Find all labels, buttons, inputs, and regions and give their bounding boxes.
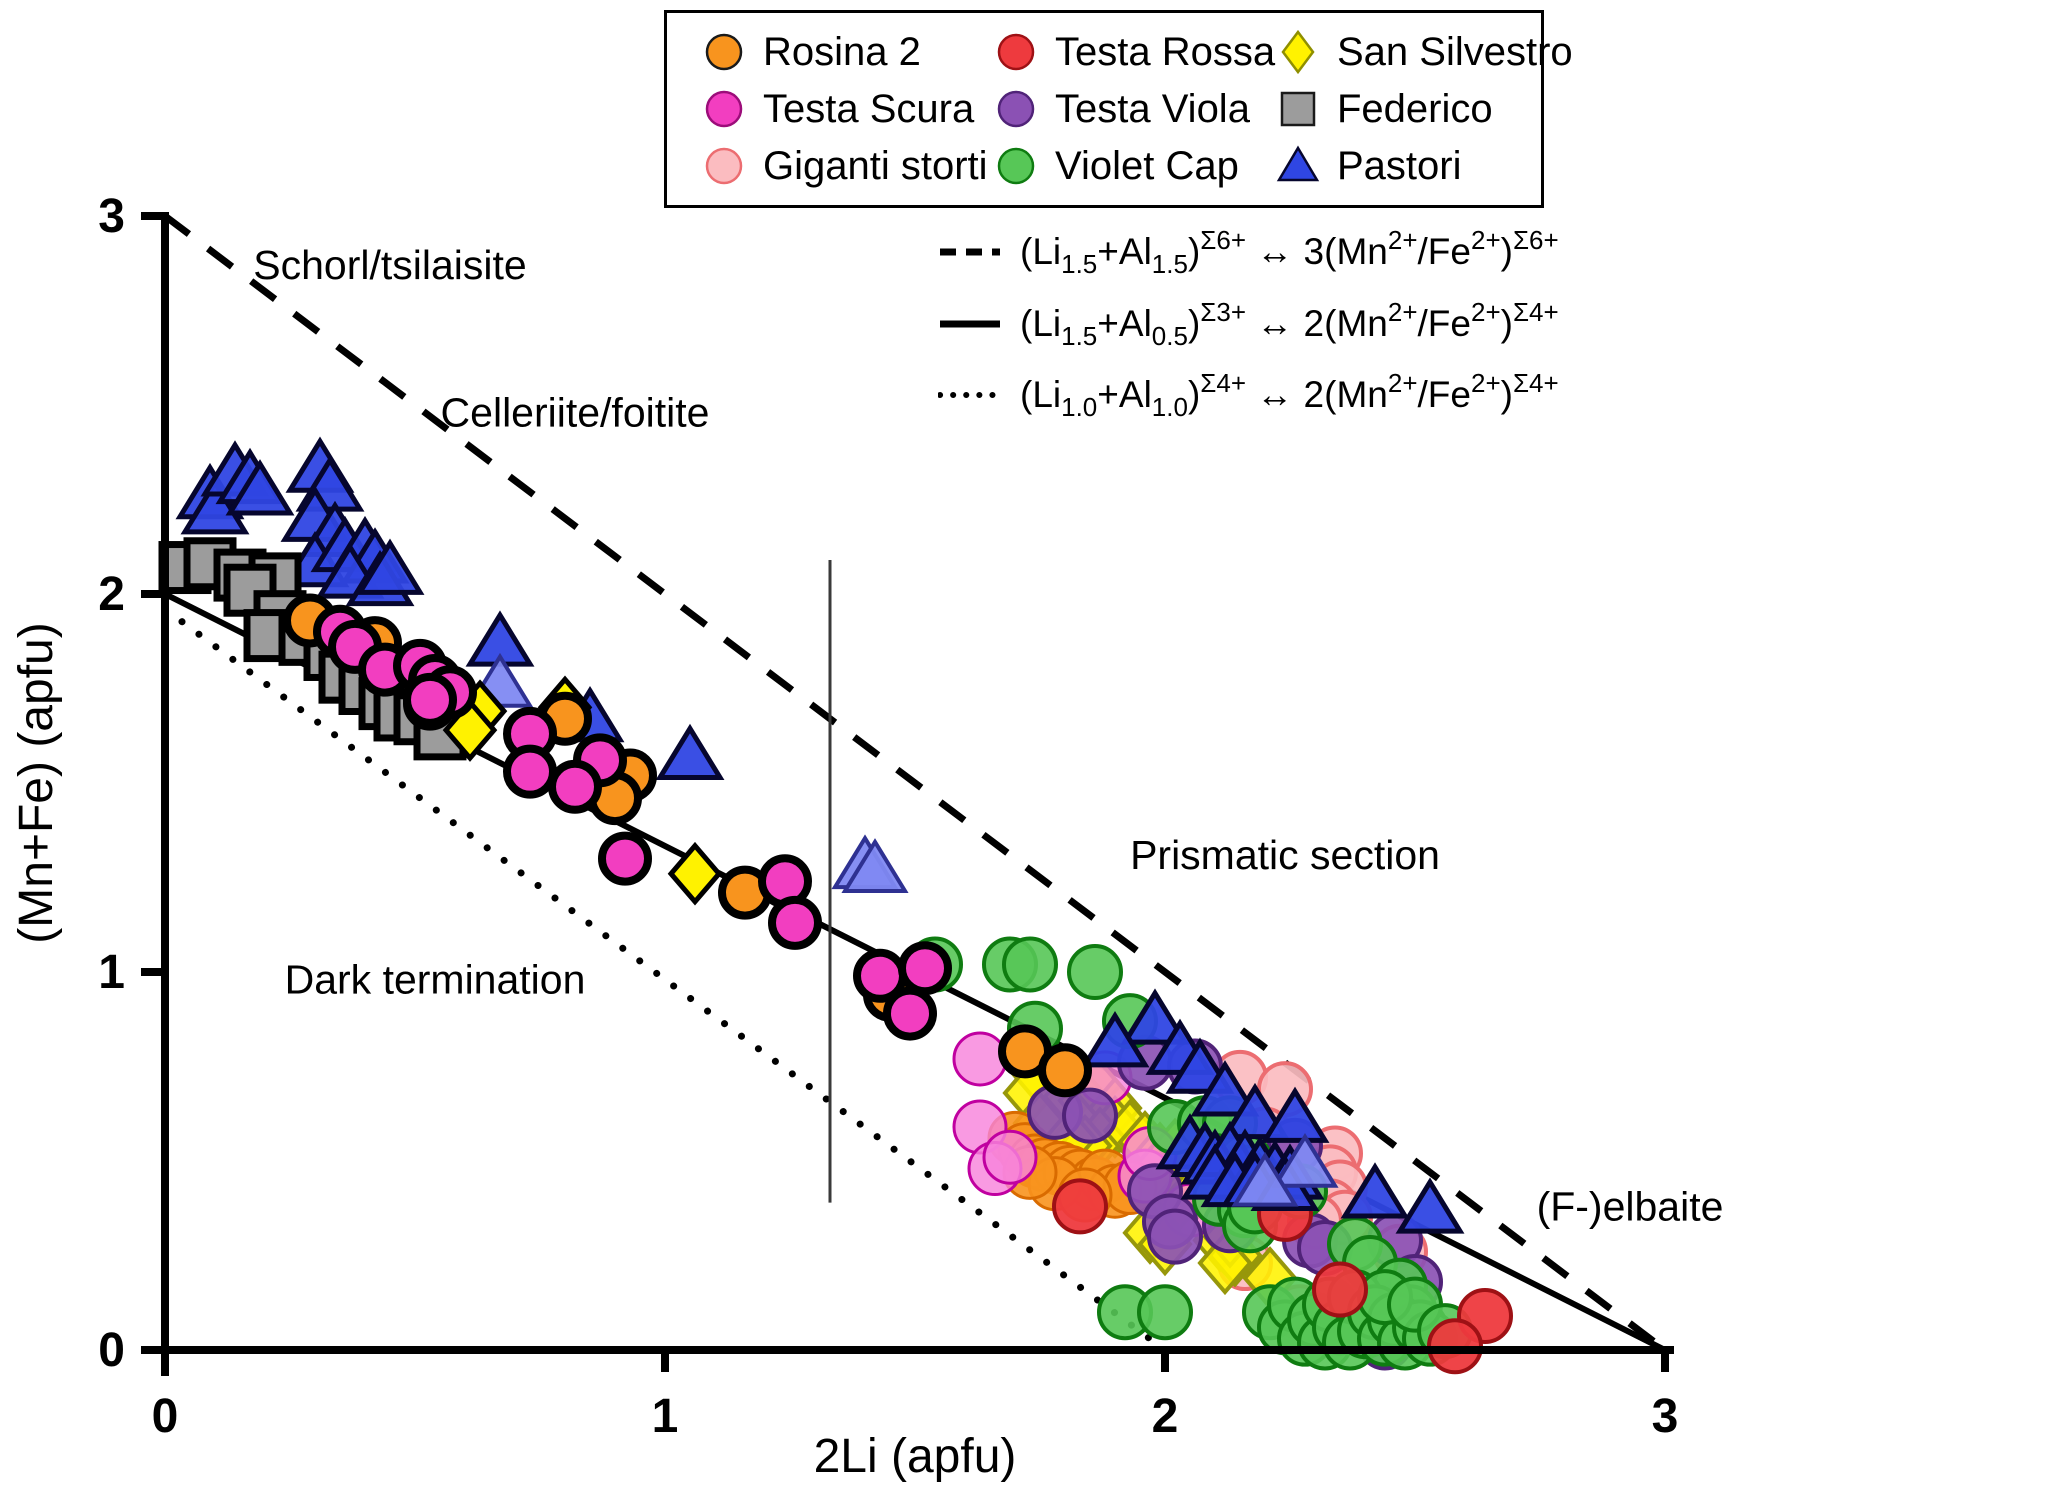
legend-item-testa-rossa: Testa Rossa — [993, 29, 1275, 75]
label-prismatic: Prismatic section — [1130, 832, 1440, 878]
circle-marker-icon — [705, 148, 743, 185]
legend-box: Rosina 2 Testa Rossa San Silvestro Testa Sc… — [664, 10, 1573, 208]
label-schorl: Schorl/tsilaisite — [253, 242, 526, 288]
dashed-line-icon — [940, 248, 1000, 256]
svg-text:2: 2 — [1152, 1390, 1179, 1443]
circle-marker-icon — [705, 90, 743, 128]
svg-text:0: 0 — [152, 1390, 179, 1443]
legend-label: Testa Rossa — [1055, 29, 1276, 74]
legend-label: Giganti storti — [763, 144, 988, 189]
equation-formula: (Li1.5+Al1.5)Σ6+ ↔ 3(Mn2+/Fe2+)Σ6+ — [1020, 225, 1559, 279]
svg-text:3: 3 — [98, 190, 125, 243]
legend-label: Testa Viola — [1055, 86, 1250, 131]
axes — [141, 212, 1674, 1376]
tick-labels: 0 1 2 3 0 1 2 3 — [98, 190, 1678, 1443]
legend-item-pastori: Pastori — [1275, 143, 1573, 189]
dotted-line-icon — [938, 392, 1002, 399]
label-elbaite: (F-)elbaite — [1537, 1183, 1724, 1229]
series-testa-scura — [313, 604, 952, 1041]
legend-item-federico: Federico — [1275, 86, 1573, 132]
svg-text:1: 1 — [652, 1390, 679, 1443]
equation-formula: (Li1.5+Al0.5)Σ3+ ↔ 2(Mn2+/Fe2+)Σ4+ — [1020, 296, 1559, 351]
label-dark-term: Dark termination — [285, 957, 586, 1003]
triangle-marker-icon — [1276, 145, 1320, 182]
legend-label: Violet Cap — [1055, 144, 1239, 189]
solid-line-icon — [940, 320, 1000, 328]
legend-label: Pastori — [1337, 144, 1462, 189]
equation-dashed-exchange: (Li1.5+Al1.5)Σ6+ ↔ 3(Mn2+/Fe2+)Σ6+ — [938, 224, 1559, 281]
legend-item-testa-scura: Testa Scura — [701, 86, 993, 132]
elbaite-exchange-line — [161, 605, 1169, 1354]
series-pastori — [175, 436, 1465, 1234]
legend-item-rosina-2: Rosina 2 — [701, 29, 993, 75]
legend-label: Federico — [1337, 86, 1493, 131]
diamond-marker-icon — [1281, 29, 1315, 74]
circle-marker-icon — [997, 148, 1035, 185]
circle-marker-icon — [997, 33, 1035, 70]
exchange-equations: (Li1.5+Al1.5)Σ6+ ↔ 3(Mn2+/Fe2+)Σ6+ (Li1.5… — [938, 224, 1559, 424]
equation-formula: (Li1.0+Al1.0)Σ4+ ↔ 2(Mn2+/Fe2+)Σ4+ — [1020, 368, 1559, 422]
y-axis-title: (Mn+Fe) (apfu) — [10, 622, 63, 943]
svg-text:0: 0 — [98, 1324, 125, 1377]
legend-item-san-silvestro: San Silvestro — [1275, 29, 1573, 75]
square-marker-icon — [1280, 91, 1316, 127]
schorl-exchange-line — [162, 213, 1668, 1353]
legend-item-testa-viola: Testa Viola — [993, 86, 1275, 132]
circle-marker-icon — [705, 33, 743, 70]
equation-solid-exchange: (Li1.5+Al0.5)Σ3+ ↔ 2(Mn2+/Fe2+)Σ4+ — [938, 296, 1559, 353]
legend-label: San Silvestro — [1337, 29, 1573, 74]
label-celleriite: Celleriite/foitite — [441, 390, 710, 436]
svg-text:3: 3 — [1652, 1390, 1679, 1443]
equation-dotted-exchange: (Li1.0+Al1.0)Σ4+ ↔ 2(Mn2+/Fe2+)Σ4+ — [938, 367, 1559, 424]
x-axis-title: 2Li (apfu) — [814, 1430, 1017, 1483]
svg-text:1: 1 — [98, 946, 125, 999]
legend-label: Testa Scura — [763, 86, 975, 131]
svg-text:2: 2 — [98, 568, 125, 621]
legend-item-giganti-storti: Giganti storti — [701, 143, 993, 189]
legend-label: Rosina 2 — [763, 29, 921, 74]
legend-item-violet-cap: Violet Cap — [993, 143, 1275, 189]
circle-marker-icon — [997, 90, 1035, 128]
